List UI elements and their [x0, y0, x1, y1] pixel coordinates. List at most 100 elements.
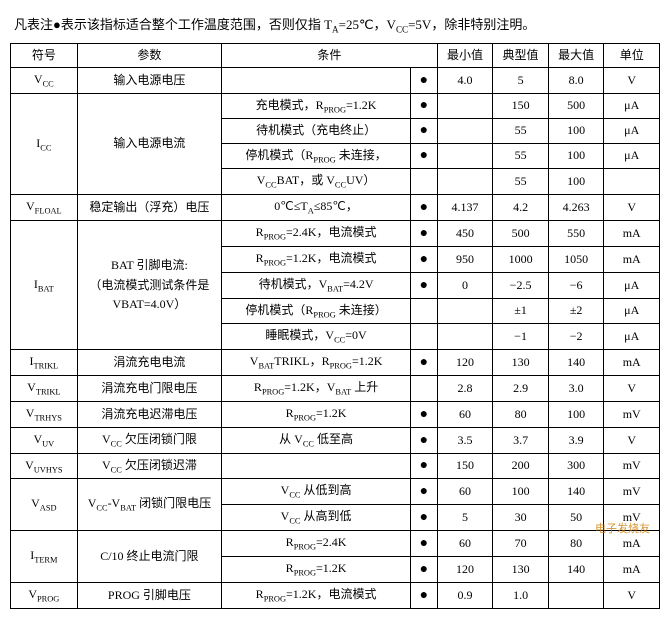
- table-row: ICC输入电源电流充电模式，RPROG=1.2K●150500μA: [11, 93, 660, 119]
- cell-dot: ●: [411, 479, 438, 505]
- cell-typ: 2.9: [493, 376, 549, 402]
- cell-min: 4.137: [437, 195, 493, 221]
- table-row: VPROGPROG 引脚电压RPROG=1.2K，电流模式●0.91.0V: [11, 582, 660, 608]
- cell-dot: ●: [411, 582, 438, 608]
- cell-condition: 停机模式（RPROG 未连接）: [222, 298, 411, 324]
- cell-symbol: VCC: [11, 67, 78, 93]
- cell-min: 3.5: [437, 427, 493, 453]
- cell-unit: μA: [604, 93, 660, 119]
- cell-dot: ●: [411, 556, 438, 582]
- cell-max: 100: [548, 143, 604, 169]
- th-typ: 典型值: [493, 43, 549, 67]
- cell-min: 120: [437, 556, 493, 582]
- table-row: VTRIKL涓流充电门限电压RPROG=1.2K，VBAT 上升2.82.93.…: [11, 376, 660, 402]
- cell-condition: 待机模式（充电终止）: [222, 119, 411, 143]
- cell-unit: mA: [604, 556, 660, 582]
- cell-max: 100: [548, 119, 604, 143]
- cell-typ: 200: [493, 453, 549, 479]
- cell-unit: μA: [604, 143, 660, 169]
- cell-typ: −2.5: [493, 272, 549, 298]
- table-row: VCC输入电源电压●4.058.0V: [11, 67, 660, 93]
- cell-min: 60: [437, 401, 493, 427]
- cell-param: BAT 引脚电流:（电流模式测试条件是VBAT=4.0V）: [77, 221, 221, 350]
- cell-typ: −1: [493, 324, 549, 350]
- cell-symbol: VUVHYS: [11, 453, 78, 479]
- cell-param: 涓流充电门限电压: [77, 376, 221, 402]
- cell-min: 450: [437, 221, 493, 247]
- cell-condition: RPROG=2.4K，电流模式: [222, 221, 411, 247]
- cell-symbol: IBAT: [11, 221, 78, 350]
- table-header-row: 符号 参数 条件 最小值 典型值 最大值 单位: [11, 43, 660, 67]
- cell-condition: VCC 从低到高: [222, 479, 411, 505]
- cell-condition: 停机模式（RPROG 未连接，: [222, 143, 411, 169]
- cell-param: C/10 终止电流门限: [77, 531, 221, 583]
- cell-param: 涓流充电电流: [77, 350, 221, 376]
- cell-condition: 从 VCC 低至高: [222, 427, 411, 453]
- cell-symbol: VPROG: [11, 582, 78, 608]
- cell-dot: ●: [411, 505, 438, 531]
- cell-symbol: VTRIKL: [11, 376, 78, 402]
- th-min: 最小值: [437, 43, 493, 67]
- table-row: VTRHYS涓流充电迟滞电压RPROG=1.2K●6080100mV: [11, 401, 660, 427]
- cell-max: 3.0: [548, 376, 604, 402]
- cell-dot: ●: [411, 195, 438, 221]
- cell-min: [437, 298, 493, 324]
- cell-typ: 55: [493, 143, 549, 169]
- spec-table: 符号 参数 条件 最小值 典型值 最大值 单位 VCC输入电源电压●4.058.…: [10, 43, 660, 609]
- cell-max: 3.9: [548, 427, 604, 453]
- cell-max: 100: [548, 169, 604, 195]
- cell-condition: VCCBAT，或 VCCUV）: [222, 169, 411, 195]
- cell-min: 60: [437, 531, 493, 557]
- cell-unit: mA: [604, 246, 660, 272]
- cell-max: 8.0: [548, 67, 604, 93]
- table-row: IBATBAT 引脚电流:（电流模式测试条件是VBAT=4.0V）RPROG=2…: [11, 221, 660, 247]
- cell-unit: V: [604, 67, 660, 93]
- cell-typ: 70: [493, 531, 549, 557]
- cell-max: −2: [548, 324, 604, 350]
- cell-condition: [222, 67, 411, 93]
- cell-unit: mA: [604, 350, 660, 376]
- cell-unit: V: [604, 582, 660, 608]
- table-row: VFLOAL稳定输出（浮充）电压0℃≤TA≤85℃，●4.1374.24.263…: [11, 195, 660, 221]
- cell-symbol: VUV: [11, 427, 78, 453]
- cell-max: 550: [548, 221, 604, 247]
- cell-dot: [411, 376, 438, 402]
- watermark: 电子发烧友: [595, 520, 650, 536]
- cell-max: 4.263: [548, 195, 604, 221]
- table-row: VASDVCC-VBAT 闭锁门限电压VCC 从低到高●60100140mV: [11, 479, 660, 505]
- cell-min: [437, 324, 493, 350]
- cell-param: 稳定输出（浮充）电压: [77, 195, 221, 221]
- cell-unit: μA: [604, 119, 660, 143]
- cell-dot: [411, 324, 438, 350]
- table-row: VUVVCC 欠压闭锁门限从 VCC 低至高●3.53.73.9V: [11, 427, 660, 453]
- cell-max: 140: [548, 350, 604, 376]
- cell-unit: mV: [604, 479, 660, 505]
- cell-condition: 待机模式，VBAT=4.2V: [222, 272, 411, 298]
- cell-min: [437, 93, 493, 119]
- header-note: 凡表注●表示该指标适合整个工作温度范围，否则仅指 TA=25℃，VCC=5V，除…: [14, 14, 660, 35]
- table-body: VCC输入电源电压●4.058.0VICC输入电源电流充电模式，RPROG=1.…: [11, 67, 660, 608]
- cell-typ: 150: [493, 93, 549, 119]
- cell-dot: ●: [411, 119, 438, 143]
- cell-unit: μA: [604, 298, 660, 324]
- cell-dot: ●: [411, 350, 438, 376]
- cell-min: [437, 143, 493, 169]
- cell-typ: 100: [493, 479, 549, 505]
- cell-symbol: VFLOAL: [11, 195, 78, 221]
- cell-dot: ●: [411, 531, 438, 557]
- th-max: 最大值: [548, 43, 604, 67]
- cell-max: [548, 582, 604, 608]
- cell-typ: 500: [493, 221, 549, 247]
- cell-unit: μA: [604, 272, 660, 298]
- cell-typ: 130: [493, 350, 549, 376]
- cell-typ: 55: [493, 169, 549, 195]
- cell-dot: ●: [411, 427, 438, 453]
- cell-dot: ●: [411, 453, 438, 479]
- cell-unit: μA: [604, 324, 660, 350]
- cell-condition: 睡眠模式，VCC=0V: [222, 324, 411, 350]
- cell-max: ±2: [548, 298, 604, 324]
- cell-typ: 3.7: [493, 427, 549, 453]
- cell-condition: 充电模式，RPROG=1.2K: [222, 93, 411, 119]
- cell-condition: RPROG=1.2K，电流模式: [222, 582, 411, 608]
- cell-symbol: ITRIKL: [11, 350, 78, 376]
